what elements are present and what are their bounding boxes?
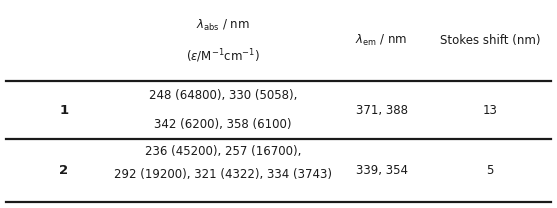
Text: 236 (45200), 257 (16700),: 236 (45200), 257 (16700), xyxy=(145,145,301,158)
Text: 13: 13 xyxy=(483,104,497,117)
Text: 5: 5 xyxy=(486,164,494,177)
Text: 2: 2 xyxy=(60,164,69,177)
Text: $\lambda_{\mathregular{abs}}$ / nm: $\lambda_{\mathregular{abs}}$ / nm xyxy=(196,17,250,32)
Text: 371, 388: 371, 388 xyxy=(355,104,408,117)
Text: 292 (19200), 321 (4322), 334 (3743): 292 (19200), 321 (4322), 334 (3743) xyxy=(114,168,332,181)
Text: 1: 1 xyxy=(60,104,69,117)
Text: Stokes shift (nm): Stokes shift (nm) xyxy=(440,34,540,47)
Text: 342 (6200), 358 (6100): 342 (6200), 358 (6100) xyxy=(154,118,291,131)
Text: $\lambda_{\mathregular{em}}$ / nm: $\lambda_{\mathregular{em}}$ / nm xyxy=(355,33,408,48)
Text: ($\varepsilon$/M$^{-1}$cm$^{-1}$): ($\varepsilon$/M$^{-1}$cm$^{-1}$) xyxy=(186,47,260,65)
Text: 248 (64800), 330 (5058),: 248 (64800), 330 (5058), xyxy=(149,89,297,102)
Text: 339, 354: 339, 354 xyxy=(355,164,408,177)
